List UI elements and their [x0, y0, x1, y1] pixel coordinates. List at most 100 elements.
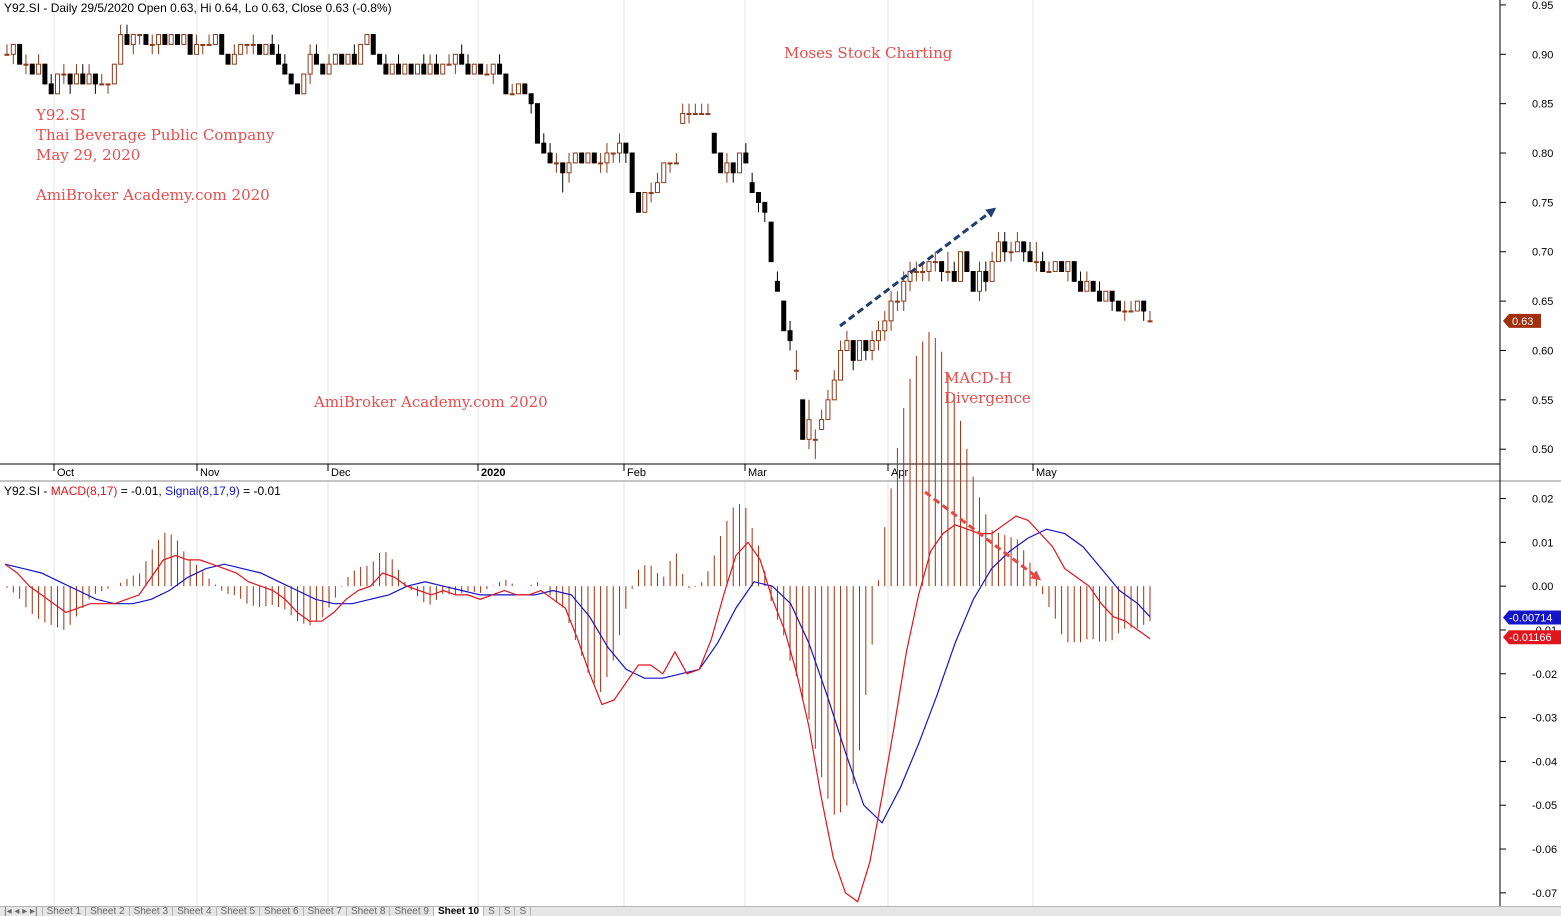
- candle: [238, 43, 244, 55]
- candle-body: [901, 280, 907, 302]
- candle: [67, 73, 73, 94]
- candle: [1065, 261, 1071, 282]
- sheet-tab[interactable]: Sheet 2: [86, 907, 130, 916]
- candle: [1115, 300, 1121, 312]
- candle: [1071, 261, 1077, 282]
- candle-body: [238, 43, 244, 55]
- candle: [553, 153, 559, 173]
- candle: [894, 291, 900, 311]
- signal-line: [4, 528, 1151, 824]
- candle-body: [718, 152, 724, 174]
- last-price-marker: [1503, 313, 1541, 328]
- candle: [995, 232, 1001, 263]
- sheet-tab[interactable]: Sheet 8: [347, 907, 391, 916]
- candle: [926, 261, 932, 282]
- candle-body: [844, 340, 850, 351]
- candle-body: [130, 34, 136, 45]
- candle: [339, 53, 345, 65]
- macd-y-tick-label: 0.00: [1532, 581, 1553, 593]
- sheet-tab[interactable]: Sheet 9: [390, 907, 434, 916]
- candle-body: [345, 53, 351, 65]
- candle-body: [737, 152, 743, 174]
- candle-body: [623, 142, 629, 154]
- candle-body: [250, 43, 256, 46]
- sheet-tab[interactable]: Sheet 10: [433, 907, 485, 916]
- sheet-tab[interactable]: S: [515, 907, 532, 916]
- sheet-tab[interactable]: Sheet 6: [260, 907, 304, 916]
- candle: [181, 34, 187, 45]
- candle: [364, 34, 370, 45]
- candle: [269, 34, 275, 55]
- candle-body: [598, 162, 604, 165]
- candle: [787, 320, 793, 351]
- candle: [1059, 261, 1065, 272]
- candle: [118, 24, 124, 65]
- candle-body: [534, 103, 540, 144]
- candle: [307, 44, 313, 84]
- x-tick-label: Nov: [200, 467, 220, 479]
- candle-body: [995, 241, 1001, 263]
- annotation-company: Thai Beverage Public Company: [36, 126, 275, 144]
- candle: [755, 192, 761, 213]
- candle-body: [1027, 251, 1033, 263]
- candle: [36, 54, 42, 75]
- candle-body: [351, 53, 357, 65]
- candle: [187, 34, 193, 55]
- candle: [23, 54, 29, 75]
- sheet-tab[interactable]: Sheet 3: [130, 907, 174, 916]
- candle-body: [743, 152, 749, 164]
- candle-body: [484, 73, 490, 76]
- candle: [86, 64, 92, 85]
- candle: [857, 340, 863, 361]
- candle-body: [111, 63, 117, 85]
- candle-body: [724, 162, 730, 174]
- candle-body: [806, 419, 812, 440]
- candle-body: [92, 73, 98, 85]
- candle-body: [560, 162, 566, 174]
- x-tick-label: Mar: [748, 467, 767, 479]
- candle: [1033, 241, 1039, 272]
- macd-value-label: -0.01166: [1509, 632, 1552, 644]
- candle: [635, 192, 641, 213]
- candle: [156, 34, 162, 55]
- sheet-tab[interactable]: S: [484, 907, 500, 916]
- candle-body: [1014, 241, 1020, 253]
- candle: [250, 34, 256, 55]
- tab-scroll-buttons[interactable]: |◂ ◂ ▸ ▸|: [0, 907, 43, 916]
- macd-header-macd-label: MACD(8,17): [50, 484, 118, 498]
- candle: [850, 340, 856, 371]
- sheet-tab[interactable]: Sheet 7: [304, 907, 347, 916]
- candle-body: [648, 192, 654, 195]
- candle: [402, 63, 408, 75]
- candle: [737, 152, 743, 174]
- candle: [1078, 271, 1084, 292]
- candle: [882, 310, 888, 341]
- candle: [749, 172, 755, 194]
- candle: [793, 350, 799, 381]
- candle-body: [446, 63, 452, 66]
- candle-body: [471, 63, 477, 75]
- candle: [358, 43, 364, 65]
- candle-body: [313, 53, 319, 65]
- candle-body: [1141, 300, 1147, 312]
- candle: [970, 270, 976, 292]
- sheet-tab[interactable]: Sheet 4: [173, 907, 217, 916]
- sheet-tab[interactable]: S: [500, 907, 516, 916]
- candle-body: [105, 83, 111, 86]
- candle: [806, 399, 812, 450]
- candle: [869, 330, 875, 361]
- sheet-tab[interactable]: Sheet 5: [217, 907, 261, 916]
- candle: [55, 73, 61, 95]
- candle-body: [408, 63, 414, 75]
- candle-body: [1147, 320, 1153, 323]
- candle: [705, 103, 711, 116]
- candle: [509, 83, 515, 96]
- candle: [61, 64, 67, 84]
- sheet-tab[interactable]: Sheet 1: [43, 907, 87, 916]
- candle: [572, 152, 578, 164]
- candle: [396, 54, 402, 75]
- candle: [932, 251, 938, 272]
- candle-body: [414, 63, 420, 75]
- candle: [320, 63, 326, 75]
